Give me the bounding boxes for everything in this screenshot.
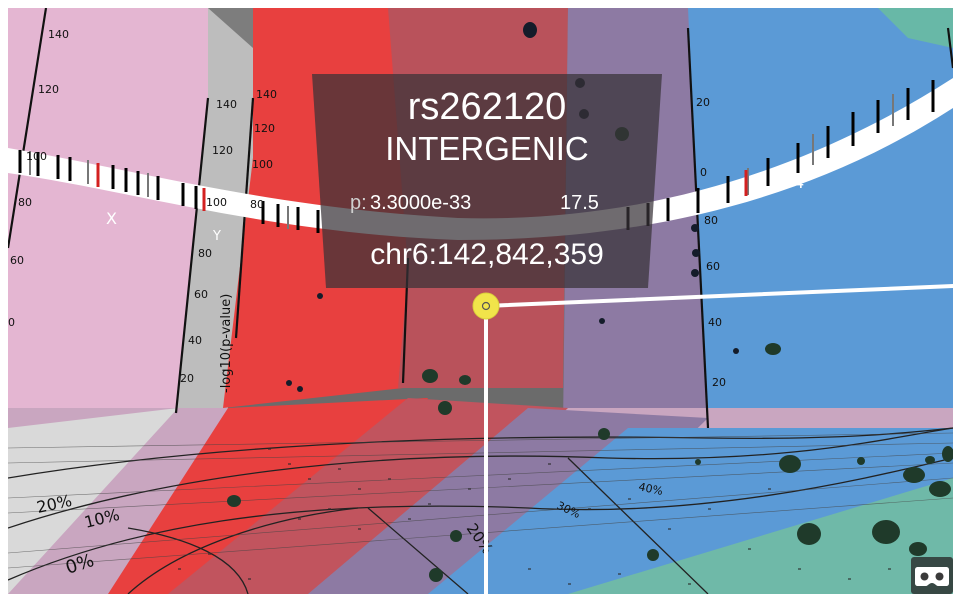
floor-points <box>178 448 891 585</box>
chr4-panel <box>688 8 953 438</box>
tick-right-4: 60 <box>706 260 720 273</box>
floor-tick-1: 40% <box>637 480 664 498</box>
vr-mode-button[interactable] <box>911 557 953 594</box>
vr-scene[interactable]: 140 120 100 80 60 0 140 120 100 80 60 40… <box>8 8 953 594</box>
tick-red-2: 120 <box>254 122 275 135</box>
tick-right-3: 80 <box>704 214 718 227</box>
chromosome-ideogram <box>8 78 953 240</box>
cardboard-vr-icon <box>915 567 949 586</box>
tick-y-3: 100 <box>206 196 227 209</box>
chrY-panel <box>176 8 253 418</box>
tick-right-5: 40 <box>708 316 722 329</box>
tick-left-6: 0 <box>8 316 15 329</box>
tick-right-2: 0 <box>700 166 707 179</box>
chrY-label: Y <box>212 229 221 244</box>
scene-canvas: 140 120 100 80 60 0 140 120 100 80 60 40… <box>8 8 953 594</box>
tick-y-7: 20 <box>180 372 194 385</box>
tick-left-4: 80 <box>18 196 32 209</box>
tick-red-1: 140 <box>256 88 277 101</box>
tick-left-3: 100 <box>26 150 47 163</box>
chrX-panel <box>8 8 208 418</box>
tick-y-1: 140 <box>216 98 237 111</box>
pointer-ray <box>484 284 953 308</box>
tick-y-5: 60 <box>194 288 208 301</box>
tick-red-4: 80 <box>250 198 264 211</box>
y-axis-title: -log10(p-value) <box>219 294 234 393</box>
chr4-label: 4 <box>794 173 804 192</box>
tick-left-5: 60 <box>10 254 24 267</box>
tick-left-1: 140 <box>48 28 69 41</box>
tick-y-2: 120 <box>212 144 233 157</box>
info-panel-bg <box>312 74 662 288</box>
tick-right-6: 20 <box>712 376 726 389</box>
gaze-cursor <box>472 292 500 320</box>
chrX-label: X <box>106 209 117 228</box>
tick-right-1: 20 <box>696 96 710 109</box>
tick-y-4: 80 <box>198 247 212 260</box>
tick-red-3: 100 <box>252 158 273 171</box>
tick-y-6: 40 <box>188 334 202 347</box>
tick-left-2: 120 <box>38 83 59 96</box>
